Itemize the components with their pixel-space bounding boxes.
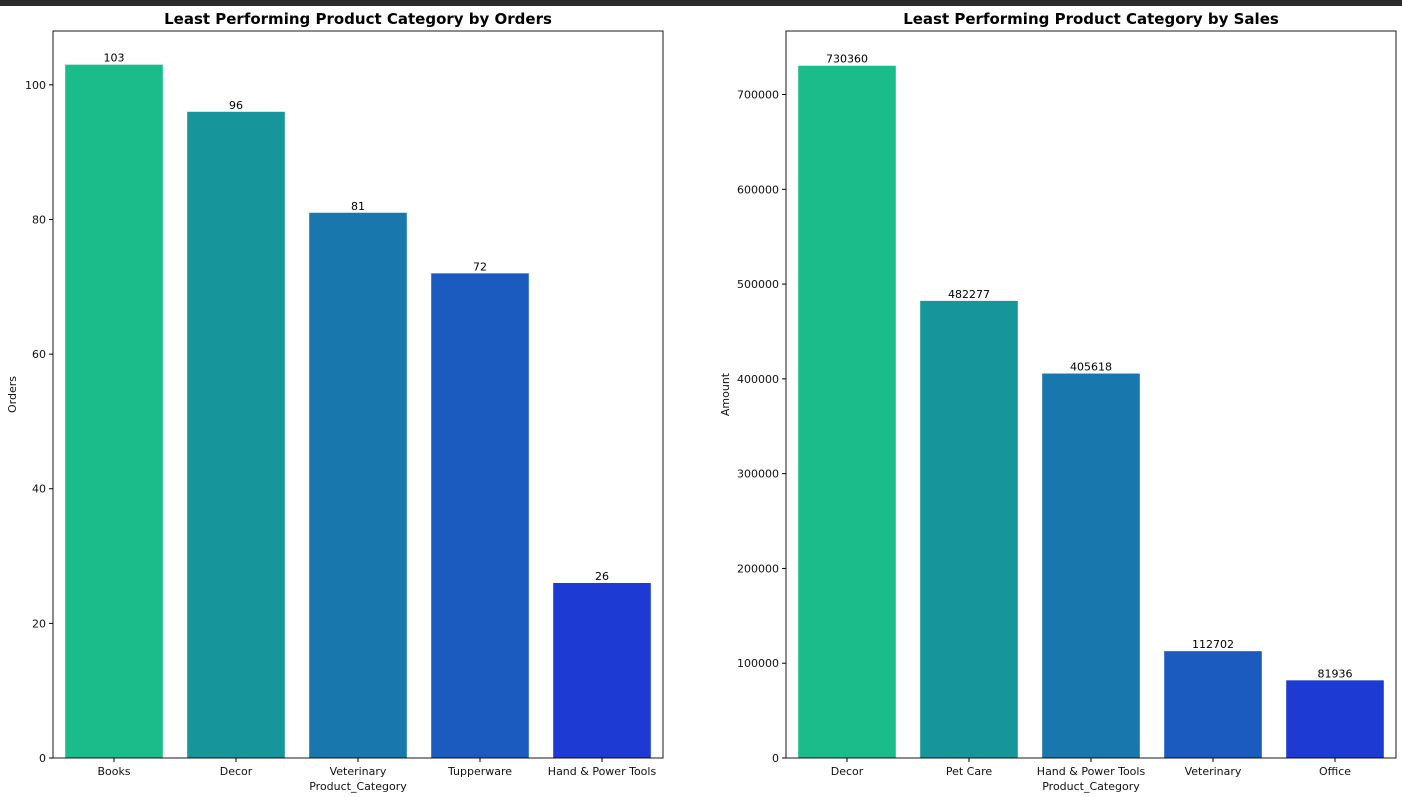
sales-data-label-3: 112702 [1192,638,1234,651]
orders-bar-1 [187,112,285,758]
sales-xtick-label-0: Decor [831,765,864,778]
sales-data-label-4: 81936 [1318,667,1353,680]
sales-bar-2 [1042,374,1140,758]
sales-ytick-label-6: 600000 [737,183,779,196]
orders-bar-0 [65,65,163,758]
orders-ytick-label-3: 60 [32,348,46,361]
orders-data-label-3: 72 [473,260,487,273]
orders-xtick-label-0: Books [97,765,130,778]
orders-data-label-4: 26 [595,570,609,583]
orders-data-label-1: 96 [229,99,243,112]
sales-data-label-0: 730360 [826,53,868,66]
sales-ytick-label-0: 0 [772,752,779,765]
orders-ytick-label-4: 80 [32,213,46,226]
sales-y-axis-label: Amount [719,372,732,416]
sales-ytick-label-3: 300000 [737,468,779,481]
sales-data-label-2: 405618 [1070,361,1112,374]
sales-ytick-label-2: 200000 [737,562,779,575]
orders-chart: Least Performing Product Category by Ord… [6,10,663,793]
orders-bar-2 [309,213,407,758]
sales-ytick-label-1: 100000 [737,657,779,670]
sales-bar-0 [798,66,896,758]
orders-chart-title: Least Performing Product Category by Ord… [164,10,552,28]
orders-bar-3 [431,273,529,758]
orders-xtick-label-1: Decor [220,765,253,778]
orders-ytick-label-5: 100 [25,79,46,92]
sales-ytick-label-5: 500000 [737,278,779,291]
orders-ytick-label-2: 40 [32,483,46,496]
sales-bar-1 [920,301,1018,758]
sales-data-label-1: 482277 [948,288,990,301]
sales-chart: Least Performing Product Category by Sal… [719,10,1396,793]
sales-xtick-label-4: Office [1319,765,1351,778]
orders-xtick-label-3: Tupperware [447,765,512,778]
sales-ytick-label-7: 700000 [737,89,779,102]
orders-ytick-label-1: 20 [32,617,46,630]
orders-bar-4 [553,583,651,758]
sales-bar-4 [1286,680,1384,758]
sales-xtick-label-1: Pet Care [946,765,993,778]
orders-ytick-label-0: 0 [39,752,46,765]
sales-ytick-label-4: 400000 [737,373,779,386]
sales-xtick-label-2: Hand & Power Tools [1037,765,1146,778]
orders-xtick-label-4: Hand & Power Tools [548,765,657,778]
orders-xtick-label-2: Veterinary [330,765,387,778]
orders-y-axis-label: Orders [6,376,19,413]
sales-x-axis-label: Product_Category [1042,780,1140,793]
sales-xtick-label-3: Veterinary [1185,765,1242,778]
orders-data-label-2: 81 [351,200,365,213]
sales-bar-3 [1164,651,1262,758]
orders-x-axis-label: Product_Category [309,780,407,793]
sales-chart-title: Least Performing Product Category by Sal… [903,10,1279,28]
orders-data-label-0: 103 [104,52,125,65]
